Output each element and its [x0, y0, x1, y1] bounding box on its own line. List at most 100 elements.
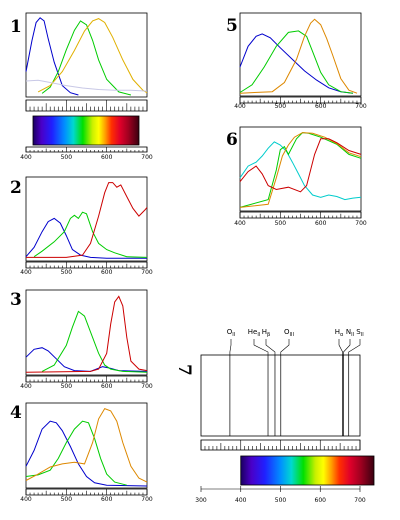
- emission-leader: [338, 339, 343, 355]
- plot-frame: [25, 176, 148, 262]
- series-line-3: [239, 138, 362, 193]
- series-line-0: [239, 33, 353, 94]
- emission-label-sub: III: [290, 332, 294, 338]
- tick-label: 700: [355, 103, 367, 110]
- series-line-2: [26, 182, 148, 258]
- tick-label: 400: [20, 154, 32, 161]
- emission-label-sub: II: [351, 332, 354, 338]
- series-line-2: [239, 132, 362, 208]
- panel-number: 4: [10, 403, 22, 423]
- tick-label: 600: [315, 220, 327, 227]
- spectrum-axis-1: 400 500 600 700: [20, 146, 153, 161]
- plot-frame: [25, 289, 148, 376]
- panel-4: 4: [10, 402, 148, 489]
- emission-label-element: N: [346, 328, 351, 336]
- tick-label: 700: [141, 269, 153, 276]
- series-line-1: [41, 20, 132, 96]
- tick-label: 500: [61, 383, 73, 390]
- wavelength-axis-1: [25, 99, 148, 112]
- emission-label: OII: [227, 328, 235, 338]
- wavelength-axis-5: 400 500 600 700: [234, 96, 367, 110]
- emission-label: Hα: [335, 328, 344, 338]
- series-line-1: [239, 30, 353, 94]
- panel-3: 3: [10, 289, 148, 376]
- emission-label-sub: α: [340, 332, 344, 338]
- tick-label: 400: [20, 496, 32, 503]
- wavelength-axis-4: 400 500 600 700: [20, 488, 153, 503]
- spectrum-bar-1: [32, 115, 140, 146]
- tick-label: 700: [354, 497, 366, 504]
- plot-frame: [239, 12, 362, 97]
- emission-label-sub: II: [361, 332, 364, 338]
- series-line-2: [25, 295, 148, 373]
- panel-6: 6: [226, 126, 362, 212]
- emission-leader: [280, 339, 290, 355]
- panel-number: 2: [10, 178, 22, 198]
- series-line-2: [37, 18, 148, 94]
- tick-label: 600: [101, 496, 113, 503]
- tick-label: 400: [20, 383, 32, 390]
- tick-label: 400: [234, 103, 246, 110]
- tick-label: 600: [101, 383, 113, 390]
- emission-label-sub: II: [257, 332, 260, 338]
- series-line-0: [25, 347, 148, 372]
- tick-label: 500: [61, 154, 73, 161]
- spectrum-gradient: [240, 455, 375, 486]
- emission-label-sub: β: [267, 332, 270, 338]
- series-line-1: [33, 211, 148, 258]
- tick-label: 500: [61, 269, 73, 276]
- plot-frame: [25, 402, 148, 489]
- emission-label: SII: [356, 328, 363, 338]
- tick-label: 700: [141, 383, 153, 390]
- tick-label: 600: [101, 154, 113, 161]
- wavelength-axis-2: 400 500 600 700: [20, 261, 153, 276]
- tick-label: 700: [141, 154, 153, 161]
- tick-label: 600: [315, 497, 327, 504]
- tick-label: 700: [355, 220, 367, 227]
- tick-label: 500: [61, 496, 73, 503]
- series-line-0: [239, 141, 362, 201]
- tick-label: 600: [101, 269, 113, 276]
- series-line-3: [25, 79, 148, 92]
- emission-label: Hβ: [262, 328, 270, 338]
- tick-label: 500: [275, 103, 287, 110]
- emission-label-sub: II: [232, 332, 235, 338]
- panel-number: 1: [10, 17, 22, 37]
- emission-label-element: S: [356, 328, 361, 336]
- panel-number: 5: [226, 16, 238, 36]
- spectrum-gradient: [32, 115, 140, 146]
- panel-1: 1: [10, 12, 148, 98]
- emission-label: OIII: [284, 328, 294, 338]
- line-chart-axis: [200, 439, 361, 451]
- tick-label: 600: [315, 103, 327, 110]
- tick-label: 700: [141, 496, 153, 503]
- emission-label-element: H: [335, 328, 340, 336]
- tick-label: 300: [195, 497, 207, 504]
- plot-frame: [25, 12, 148, 98]
- panel-2: 2: [10, 176, 148, 262]
- emission-label-element: H: [262, 328, 267, 336]
- wavelength-axis-3: 400 500 600 700: [20, 375, 153, 390]
- tick-label: 400: [235, 497, 247, 504]
- emission-leader: [343, 339, 351, 355]
- emission-label-element: O: [227, 328, 233, 336]
- series-line-1: [25, 420, 127, 486]
- series-line-2: [239, 18, 358, 94]
- panel-number: 7: [174, 364, 194, 376]
- tick-label: 500: [275, 220, 287, 227]
- emission-leader: [348, 339, 361, 355]
- series-line-1: [239, 132, 362, 208]
- emission-label: HeII: [248, 328, 261, 338]
- emission-label-element: He: [248, 328, 258, 336]
- emission-leader: [265, 339, 276, 355]
- emission-leader: [253, 339, 269, 355]
- series-line-0: [25, 217, 147, 259]
- panel-number: 3: [10, 290, 22, 310]
- series-line-0: [25, 17, 79, 96]
- series-line-1: [41, 310, 148, 373]
- emission-label-element: O: [284, 328, 290, 336]
- series-line-2: [25, 407, 148, 483]
- plot-frame: [239, 126, 362, 212]
